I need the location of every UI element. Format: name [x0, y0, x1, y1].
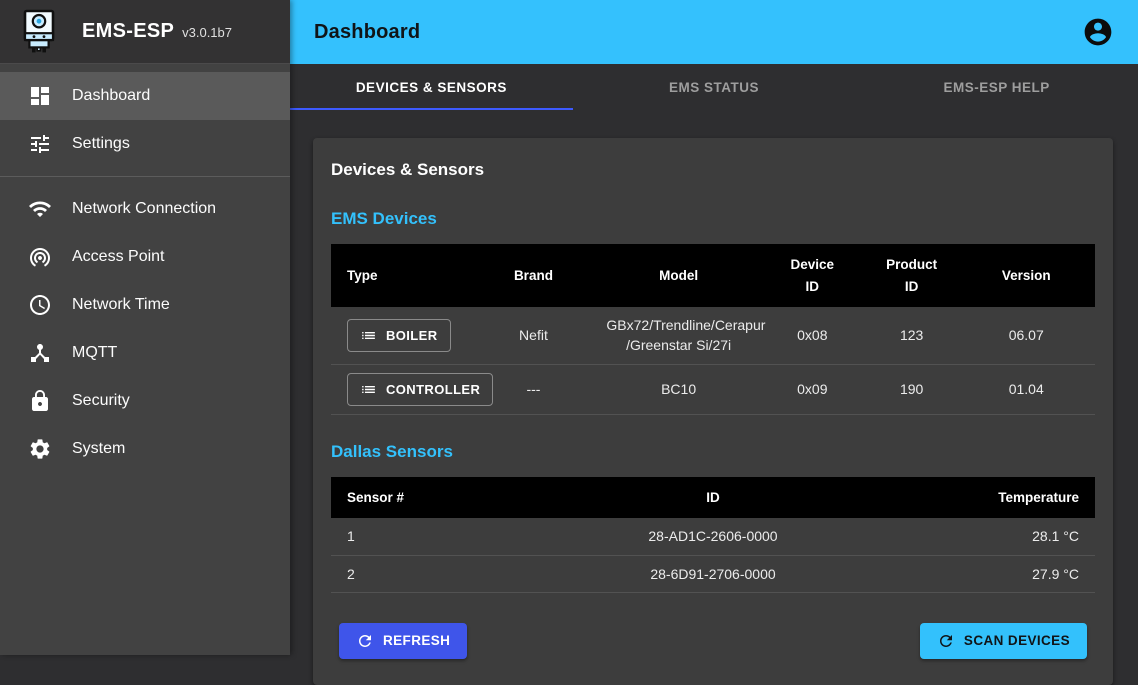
device-model: BC10: [598, 364, 759, 415]
device-model: GBx72/Trendline/Cerapur /Greenstar Si/27…: [598, 307, 765, 365]
sidebar-item-label: System: [72, 440, 126, 457]
scan-devices-button-label: SCAN DEVICES: [963, 633, 1070, 649]
table-row: 2 28-6D91-2706-0000 27.9 °C: [331, 555, 1095, 593]
sidebar-item-label: Dashboard: [72, 87, 151, 104]
column-header-temperature: Temperature: [904, 476, 1095, 519]
sensor-num: 1: [331, 518, 522, 556]
device-type-label: CONTROLLER: [386, 381, 481, 397]
table-header-row: Sensor # ID Temperature: [331, 476, 1095, 519]
sidebar-header: EMS-ESP v3.0.1b7: [0, 0, 290, 64]
tabbar: DEVICES & SENSORS EMS STATUS EMS-ESP HEL…: [290, 64, 1138, 110]
device-hub-icon: [28, 341, 52, 365]
sidebar-nav: Dashboard Settings Network Connection Ac…: [0, 64, 290, 473]
sidebar-divider: [0, 176, 290, 177]
column-header-id: ID: [522, 476, 904, 519]
sensor-id: 28-AD1C-2606-0000: [522, 518, 904, 556]
sidebar-item-label: Access Point: [72, 248, 165, 265]
table-row: CONTROLLER --- BC10 0x09 190 01.04: [331, 364, 1095, 415]
tab-label: EMS STATUS: [669, 79, 760, 95]
sidebar-item-dashboard[interactable]: Dashboard: [0, 72, 290, 120]
sidebar-item-security[interactable]: Security: [0, 377, 290, 425]
account-circle-icon[interactable]: [1082, 16, 1114, 48]
device-id: 0x08: [758, 307, 866, 365]
table-row: 1 28-AD1C-2606-0000 28.1 °C: [331, 518, 1095, 556]
sidebar-item-access-point[interactable]: Access Point: [0, 233, 290, 281]
scan-devices-button[interactable]: SCAN DEVICES: [919, 622, 1087, 659]
controller-device-button[interactable]: CONTROLLER: [347, 372, 494, 406]
gear-icon: [28, 437, 52, 461]
sidebar-item-settings[interactable]: Settings: [0, 120, 290, 168]
app-version: v3.0.1b7: [182, 25, 232, 40]
tab-ems-esp-help[interactable]: EMS-ESP HELP: [855, 64, 1138, 110]
column-header-type: Type: [331, 244, 469, 308]
device-version: 01.04: [957, 364, 1095, 415]
sidebar-item-network-connection[interactable]: Network Connection: [0, 185, 290, 233]
card-title: Devices & Sensors: [331, 160, 485, 179]
sensor-temperature: 27.9 °C: [904, 555, 1095, 593]
sensor-temperature: 28.1 °C: [904, 518, 1095, 556]
refresh-button[interactable]: REFRESH: [339, 622, 468, 659]
page-title: Dashboard: [314, 20, 421, 43]
sidebar-item-label: Network Time: [72, 296, 170, 313]
table-row: BOILER Nefit GBx72/Trendline/Cerapur /Gr…: [331, 307, 1095, 365]
devices-sensors-card: Devices & Sensors EMS Devices Type Brand…: [313, 138, 1113, 685]
list-icon: [362, 385, 375, 393]
boiler-device-button[interactable]: BOILER: [347, 318, 451, 352]
tab-label: EMS-ESP HELP: [943, 79, 1050, 95]
tune-icon: [28, 132, 52, 156]
main-content: Devices & Sensors EMS Devices Type Brand…: [290, 110, 1138, 685]
device-brand: Nefit: [468, 307, 599, 365]
wifi-icon: [28, 197, 52, 221]
sensor-id: 28-6D91-2706-0000: [522, 555, 904, 593]
card-actions: REFRESH SCAN DEVICES: [331, 622, 1095, 659]
column-header-brand: Brand: [468, 244, 599, 308]
sensor-num: 2: [331, 555, 522, 593]
column-header-model: Model: [598, 244, 759, 308]
dashboard-icon: [28, 84, 52, 108]
sidebar-item-system[interactable]: System: [0, 425, 290, 473]
dallas-sensors-table: Sensor # ID Temperature 1 28-AD1C-2606-0…: [331, 476, 1095, 593]
column-header-sensor-num: Sensor #: [331, 476, 522, 519]
sidebar-item-mqtt[interactable]: MQTT: [0, 329, 290, 377]
brand: EMS-ESP v3.0.1b7: [82, 20, 232, 43]
tab-ems-status[interactable]: EMS STATUS: [573, 64, 856, 110]
table-header-row: Type Brand Model Device ID Product ID Ve…: [331, 244, 1095, 308]
tab-devices-sensors[interactable]: DEVICES & SENSORS: [290, 64, 573, 110]
sidebar-item-label: Network Connection: [72, 200, 217, 217]
boiler-logo-icon: [23, 9, 55, 52]
sidebar-item-network-time[interactable]: Network Time: [0, 281, 290, 329]
column-header-version: Version: [957, 244, 1095, 308]
refresh-icon: [939, 634, 952, 647]
product-id: 190: [865, 364, 958, 415]
lock-icon: [28, 389, 52, 413]
device-version: 06.07: [957, 307, 1095, 365]
column-header-product-id: Product ID: [865, 244, 958, 308]
ems-devices-table: Type Brand Model Device ID Product ID Ve…: [331, 244, 1095, 415]
sidebar-item-label: Security: [72, 392, 130, 409]
ems-devices-heading: EMS Devices: [331, 209, 437, 228]
product-id: 123: [865, 307, 958, 365]
app-name: EMS-ESP: [82, 20, 175, 42]
wifi-tethering-icon: [28, 245, 52, 269]
dallas-sensors-heading: Dallas Sensors: [331, 441, 453, 461]
column-header-device-id: Device ID: [758, 244, 866, 308]
tab-label: DEVICES & SENSORS: [355, 79, 507, 95]
device-brand: ---: [468, 364, 599, 415]
clock-icon: [28, 293, 52, 317]
sidebar-item-label: Settings: [72, 135, 130, 152]
device-type-label: BOILER: [386, 327, 438, 343]
appbar: Dashboard: [290, 0, 1138, 64]
refresh-button-label: REFRESH: [383, 633, 451, 649]
active-tab-indicator: [290, 108, 573, 110]
list-icon: [362, 331, 375, 340]
sidebar-item-label: MQTT: [72, 344, 118, 361]
sidebar: EMS-ESP v3.0.1b7 Dashboard Settings Netw…: [0, 0, 290, 655]
refresh-icon: [359, 634, 371, 647]
device-id: 0x09: [758, 364, 866, 415]
